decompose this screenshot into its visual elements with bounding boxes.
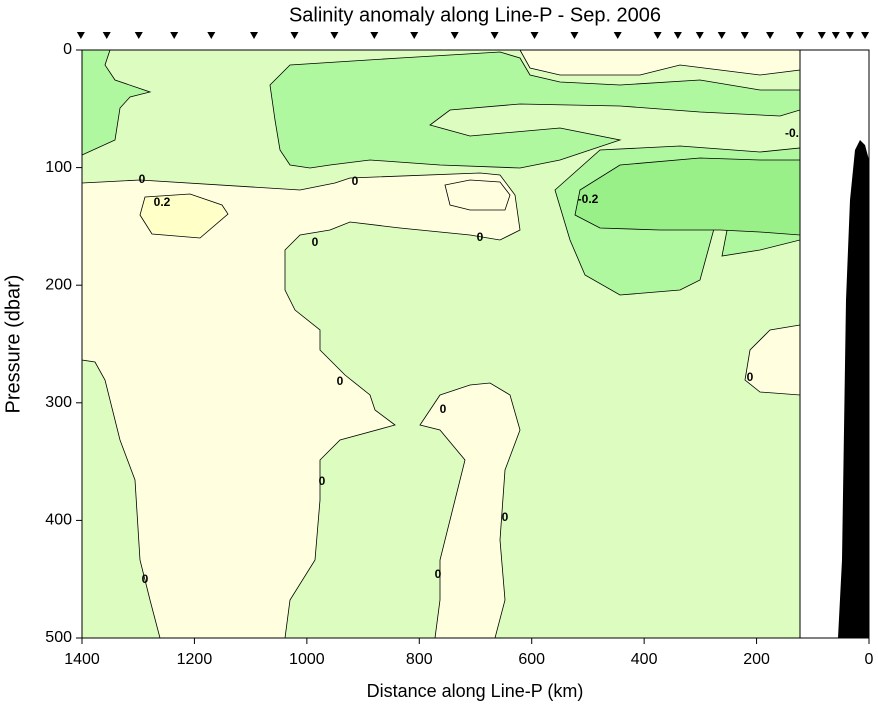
y-tick-label: 400 — [45, 512, 72, 529]
contour-label: 0 — [312, 235, 319, 249]
station-marker — [250, 32, 259, 39]
y-tick-label: 100 — [45, 159, 72, 176]
station-marker — [613, 32, 622, 39]
contour-label: 0 — [440, 402, 447, 416]
x-tick-label: 0 — [865, 651, 874, 668]
station-marker — [207, 32, 216, 39]
station-marker — [861, 32, 870, 39]
x-tick-label: 1200 — [177, 651, 213, 668]
x-tick-label: 1000 — [289, 651, 325, 668]
x-tick-label: 400 — [631, 651, 658, 668]
station-marker — [766, 32, 775, 39]
contour-label: -0.2 — [578, 192, 599, 206]
station-marker — [330, 32, 339, 39]
contour-label: 0 — [139, 172, 146, 186]
x-tick-label: 800 — [406, 651, 433, 668]
station-marker — [695, 32, 704, 39]
y-axis-label: Pressure (dbar) — [2, 275, 24, 414]
station-marker — [102, 32, 111, 39]
contour-label: 0 — [337, 374, 344, 388]
station-marker — [450, 32, 459, 39]
y-tick-label: 500 — [45, 629, 72, 646]
station-marker — [831, 32, 840, 39]
station-marker — [170, 32, 179, 39]
contour-label: 0.2 — [154, 195, 171, 209]
y-tick-label: 0 — [63, 41, 72, 58]
x-axis-label: Distance along Line-P (km) — [367, 681, 584, 701]
station-marker — [717, 32, 726, 39]
chart-title: Salinity anomaly along Line-P - Sep. 200… — [289, 4, 661, 26]
y-tick-label: 200 — [45, 276, 72, 293]
station-marker — [370, 32, 379, 39]
station-marker — [570, 32, 579, 39]
station-marker — [76, 32, 85, 39]
contour-label: 0 — [352, 174, 359, 188]
contour-label: 0 — [142, 572, 149, 586]
station-marker — [817, 32, 826, 39]
contour-label: 0 — [435, 567, 442, 581]
contour-label: -0. — [785, 126, 799, 140]
x-tick-label: 200 — [743, 651, 770, 668]
station-marker — [795, 32, 804, 39]
contour-label: 0 — [319, 474, 326, 488]
station-marker — [653, 32, 662, 39]
station-marker — [290, 32, 299, 39]
x-tick-label: 600 — [518, 651, 545, 668]
station-marker — [530, 32, 539, 39]
station-marker — [490, 32, 499, 39]
x-tick-label: 1400 — [64, 651, 100, 668]
y-tick-label: 300 — [45, 394, 72, 411]
contour-label: 0 — [502, 510, 509, 524]
contour-label: 0 — [477, 230, 484, 244]
station-marker — [410, 32, 419, 39]
plot-frame — [81, 49, 870, 639]
station-marker — [673, 32, 682, 39]
station-marker — [845, 32, 854, 39]
station-marker — [134, 32, 143, 39]
contour-fill — [81, 49, 869, 639]
contour-label: 0 — [747, 370, 754, 384]
station-marker — [740, 32, 749, 39]
